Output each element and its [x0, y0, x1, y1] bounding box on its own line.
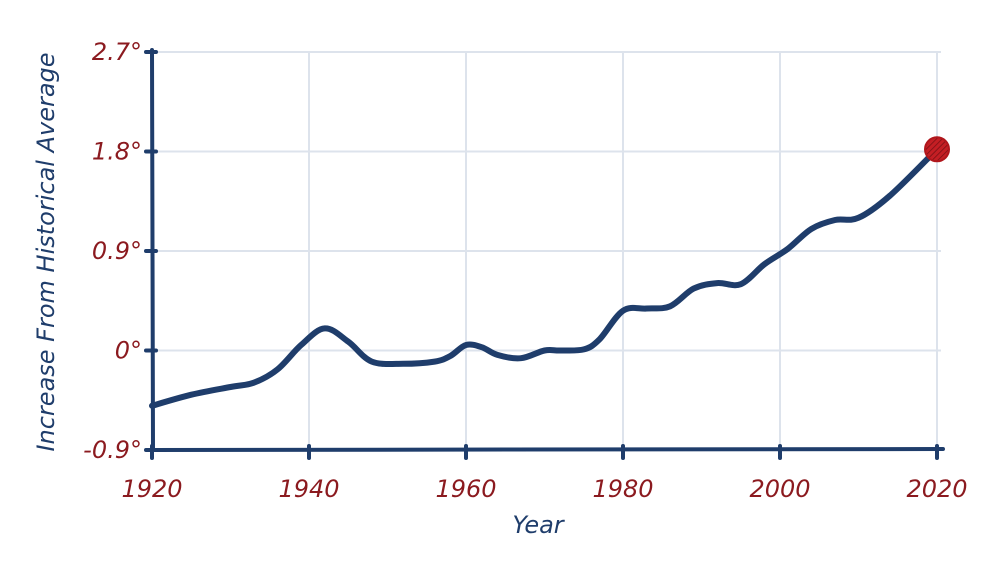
x-tick-label: 1920 [121, 475, 182, 503]
x-tick-label: 2020 [906, 475, 967, 503]
latest-value-marker [924, 136, 950, 163]
y-tick-label: 1.8° [92, 138, 142, 166]
series-layer [149, 136, 950, 409]
x-tick-label: 1940 [278, 475, 339, 503]
gridlines [152, 51, 941, 450]
y-axis-label: Increase From Historical Average [32, 52, 60, 451]
y-tick-label: -0.9° [83, 436, 142, 464]
y-tick-label: 0° [115, 337, 142, 365]
x-tick-label: 1980 [592, 475, 653, 503]
axes [144, 48, 945, 460]
x-tick-label: 2000 [749, 475, 810, 503]
temperature-line [149, 146, 940, 409]
y-tick-label: 2.7° [92, 38, 142, 66]
x-axis [150, 447, 945, 452]
tick-labels: -0.9° 0° 0.9° 1.8° 2.7° 1920 1940 1960 1980 2000 2… [83, 38, 967, 503]
y-tick-label: 0.9° [92, 237, 142, 265]
x-tick-label: 1960 [435, 475, 496, 503]
x-axis-label: Year [512, 511, 565, 539]
